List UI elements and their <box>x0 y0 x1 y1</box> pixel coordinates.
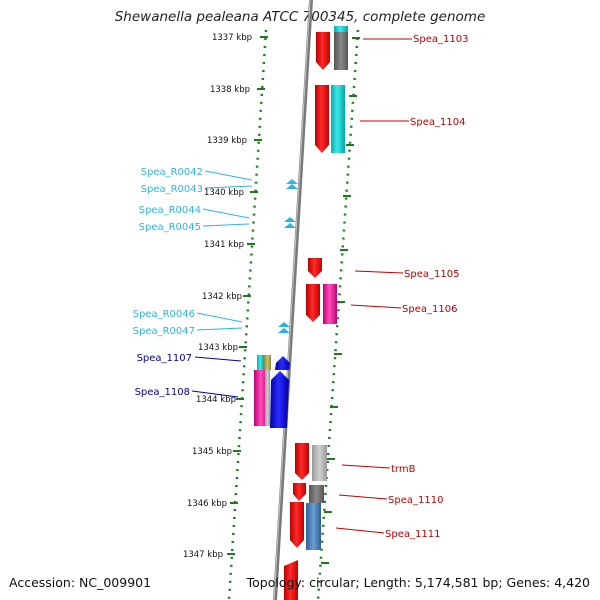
gene-spea-1106[interactable] <box>306 284 320 322</box>
scale-label: 1342 kbp <box>202 292 242 302</box>
label-spea-1104[interactable]: Spea_1104 <box>410 117 465 128</box>
rna-r0044[interactable] <box>284 217 296 222</box>
gene-spea-1110-cog[interactable] <box>309 485 324 503</box>
gene-spea-1108[interactable] <box>270 371 289 428</box>
label-trmb[interactable]: trmB <box>391 464 416 475</box>
label-spea-1107[interactable]: Spea_1107 <box>137 353 192 364</box>
gene-spea-1110[interactable] <box>293 483 306 501</box>
gene-spea-1105[interactable] <box>308 258 322 278</box>
genome-backbone <box>273 0 313 600</box>
rna-r0042[interactable] <box>286 179 298 184</box>
gene-labels-right: Spea_1103 Spea_1104 Spea_1105 Spea_1106 … <box>385 34 468 540</box>
scale-label: 1343 kbp <box>198 343 238 353</box>
scale-label: 1345 kbp <box>192 447 232 457</box>
gene-spea-1104[interactable] <box>315 85 329 153</box>
gene-spea-1106-cog[interactable] <box>323 284 337 324</box>
scale-ticks <box>227 36 268 555</box>
gene-spea-1108-cog-b[interactable] <box>265 370 270 426</box>
topology-text: Topology: circular; Length: 5,174,581 bp… <box>246 575 590 590</box>
scale-label: 1341 kbp <box>204 240 244 250</box>
gene-spea-1107-cog-b[interactable] <box>264 355 271 370</box>
label-spea-r0045[interactable]: Spea_R0045 <box>139 222 201 233</box>
outer-ring-ticks <box>321 37 360 564</box>
scale-ring <box>227 29 268 600</box>
leader-lines-right <box>335 38 412 534</box>
rna-r0043[interactable] <box>286 184 298 189</box>
scale-label: 1337 kbp <box>212 33 252 43</box>
gene-spea-1103[interactable] <box>316 32 330 70</box>
gene-spea-1107-cog-a[interactable] <box>257 355 264 370</box>
label-spea-1103[interactable]: Spea_1103 <box>413 34 468 45</box>
label-spea-r0047[interactable]: Spea_R0047 <box>133 326 195 337</box>
label-spea-1111[interactable]: Spea_1111 <box>385 529 440 540</box>
gene-spea-1111-cog[interactable] <box>306 503 321 550</box>
scale-label: 1347 kbp <box>183 550 223 560</box>
label-spea-r0044[interactable]: Spea_R0044 <box>139 205 201 216</box>
map-title: Shewanella pealeana ATCC 700345, complet… <box>114 9 486 25</box>
label-spea-1106[interactable]: Spea_1106 <box>402 304 457 315</box>
rna-labels: Spea_R0042 Spea_R0043 Spea_R0044 Spea_R0… <box>133 167 203 337</box>
gene-spea-1103-homolog[interactable] <box>334 32 348 70</box>
rna-r0047[interactable] <box>278 328 290 333</box>
gene-spea-1107[interactable] <box>275 356 290 370</box>
accession-text: Accession: NC_009901 <box>9 575 152 590</box>
label-spea-1105[interactable]: Spea_1105 <box>404 269 459 280</box>
gene-spea-1103-cog[interactable] <box>334 26 348 32</box>
gene-spea-1111[interactable] <box>290 502 304 548</box>
rna-r0045[interactable] <box>284 223 296 228</box>
scale-label: 1339 kbp <box>207 136 247 146</box>
label-spea-1110[interactable]: Spea_1110 <box>388 495 443 506</box>
scale-label: 1338 kbp <box>210 85 250 95</box>
scale-label: 1346 kbp <box>187 499 227 509</box>
leader-lines-left <box>191 356 242 398</box>
label-spea-r0043[interactable]: Spea_R0043 <box>141 184 203 195</box>
genome-backbone-highlight <box>273 0 311 600</box>
rna-r0046[interactable] <box>278 322 290 327</box>
gene-spea-1104-cog[interactable] <box>331 85 345 153</box>
gene-trmb[interactable] <box>295 443 309 480</box>
label-spea-r0042[interactable]: Spea_R0042 <box>141 167 203 178</box>
leader-lines-rna <box>196 170 253 331</box>
gene-partial-bottom[interactable] <box>284 560 298 600</box>
label-spea-r0046[interactable]: Spea_R0046 <box>133 309 195 320</box>
label-spea-1108[interactable]: Spea_1108 <box>135 387 190 398</box>
gene-trmb-cog[interactable] <box>312 445 327 481</box>
scale-labels: 1337 kbp 1338 kbp 1339 kbp 1340 kbp 1341… <box>183 33 252 560</box>
rna-features <box>278 179 298 333</box>
gene-labels-left: Spea_1107 Spea_1108 <box>135 353 192 398</box>
scale-label: 1344 kbp <box>196 395 236 405</box>
scale-label: 1340 kbp <box>204 188 244 198</box>
